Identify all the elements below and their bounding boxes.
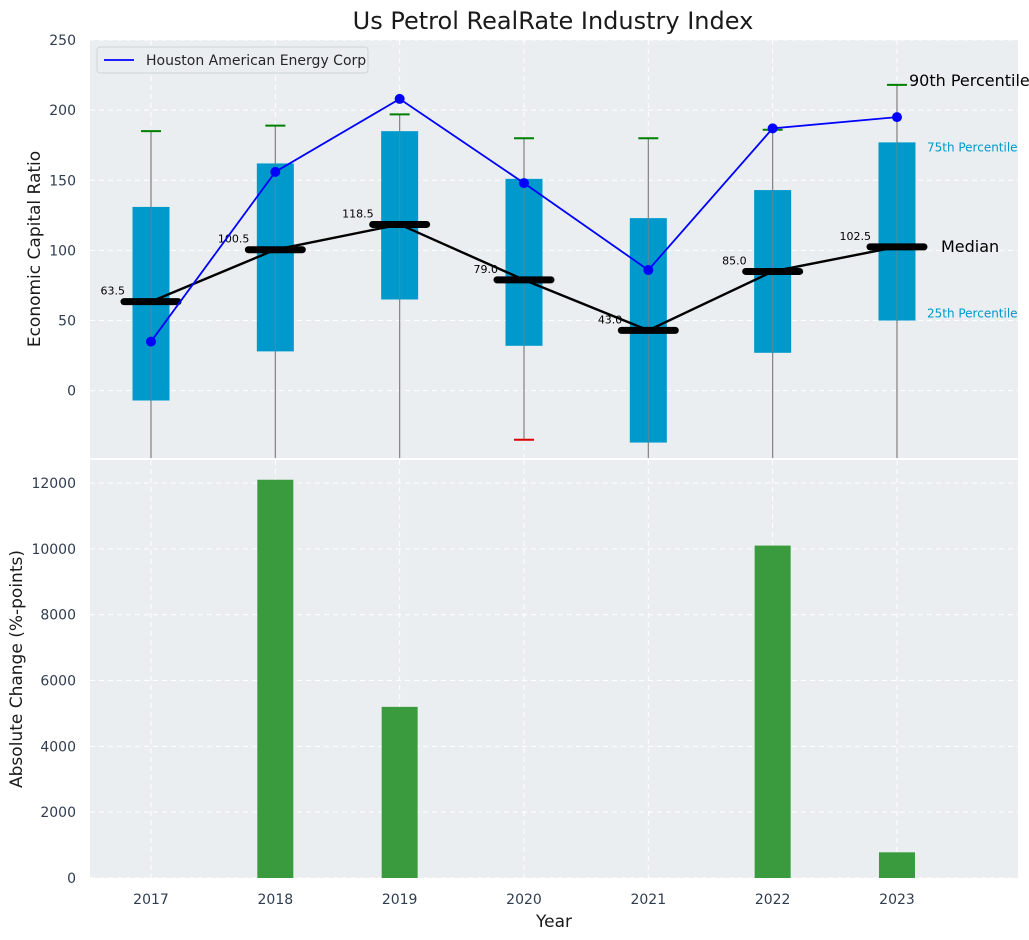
- box-plot-marks: 63.5 100.5 118.5 79.0 43.0 85.0 102.5: [101, 83, 928, 458]
- y-tick-100: 100: [49, 243, 76, 259]
- median-label-2021: 43.0: [598, 313, 623, 326]
- bar-chart-x-axis-label: Year: [535, 912, 572, 932]
- bar-y-tick-6000: 6000: [40, 674, 76, 690]
- bar-2023: [878, 852, 915, 878]
- x-tick-2017: 2017: [133, 892, 169, 908]
- bar-chart-x-ticks: 2017 2018 2019 2020 2021 2022 2023: [133, 892, 915, 908]
- company-point-2021: [643, 265, 654, 276]
- median-label-2017: 63.5: [101, 285, 126, 298]
- x-tick-2022: 2022: [755, 892, 791, 908]
- company-point-2020: [518, 178, 529, 189]
- legend-frame: [96, 46, 369, 74]
- bar-2019: [381, 706, 418, 878]
- median-label-2023: 102.5: [839, 230, 871, 243]
- company-point-2017: [146, 336, 156, 347]
- bar-y-tick-4000: 4000: [40, 739, 76, 755]
- median-label-2022: 85.0: [722, 254, 747, 267]
- x-tick-2020: 2020: [506, 892, 542, 908]
- bar-y-tick-10000: 10000: [31, 542, 76, 558]
- box-plot-y-axis-label: Economic Capital Ratio: [25, 151, 45, 347]
- bar-y-tick-8000: 8000: [40, 608, 76, 624]
- bar-chart-y-ticks: 0 2000 4000 6000 8000 10000 12000: [31, 476, 76, 887]
- company-point-2023: [891, 112, 902, 123]
- annotation-90th-percentile: 90th Percentile: [909, 71, 1029, 90]
- chart-title: Us Petrol RealRate Industry Index: [353, 7, 754, 35]
- legend-entry-houston-american: Houston American Energy Corp: [146, 53, 366, 69]
- company-point-2022: [767, 123, 778, 134]
- legend[interactable]: Houston American Energy Corp: [96, 46, 369, 74]
- box-plot-y-ticks: 0 50 100 150 200 250: [49, 33, 76, 400]
- bar-y-tick-12000: 12000: [31, 476, 76, 492]
- y-tick-150: 150: [49, 173, 76, 189]
- y-tick-50: 50: [58, 314, 76, 330]
- median-label-2020: 79.0: [473, 263, 498, 276]
- median-label-2018: 100.5: [218, 233, 250, 246]
- bar-chart-bars: [257, 479, 915, 878]
- bar-2022: [754, 545, 791, 878]
- bar-y-tick-2000: 2000: [40, 805, 76, 821]
- bar-chart-grid: [90, 460, 1018, 879]
- x-tick-2019: 2019: [382, 892, 418, 908]
- median-label-2019: 118.5: [342, 207, 374, 220]
- bar-chart-y-axis-label: Absolute Change (%-points): [7, 550, 27, 788]
- bar-y-tick-0: 0: [67, 871, 76, 887]
- y-tick-250: 250: [49, 33, 76, 49]
- company-point-2018: [270, 166, 281, 177]
- bar-2018: [257, 479, 294, 878]
- company-point-2019: [394, 93, 405, 104]
- annotation-25th-percentile: 25th Percentile: [927, 307, 1018, 321]
- x-tick-2021: 2021: [630, 892, 666, 908]
- x-tick-2018: 2018: [258, 892, 294, 908]
- y-tick-0: 0: [67, 384, 76, 400]
- annotation-75th-percentile: 75th Percentile: [927, 140, 1018, 154]
- bar-chart-background: [90, 460, 1018, 878]
- x-tick-2023: 2023: [879, 892, 915, 908]
- bar-chart-panel: 0 2000 4000 6000 8000 10000 12000 2017 2018 2019…: [7, 460, 1018, 932]
- y-tick-200: 200: [49, 103, 76, 119]
- box-plot-panel: 0 50 100 150 200 250 63.5 100.5 118.5 79.0 43.0 85…: [25, 33, 1029, 458]
- annotation-median: Median: [941, 237, 999, 256]
